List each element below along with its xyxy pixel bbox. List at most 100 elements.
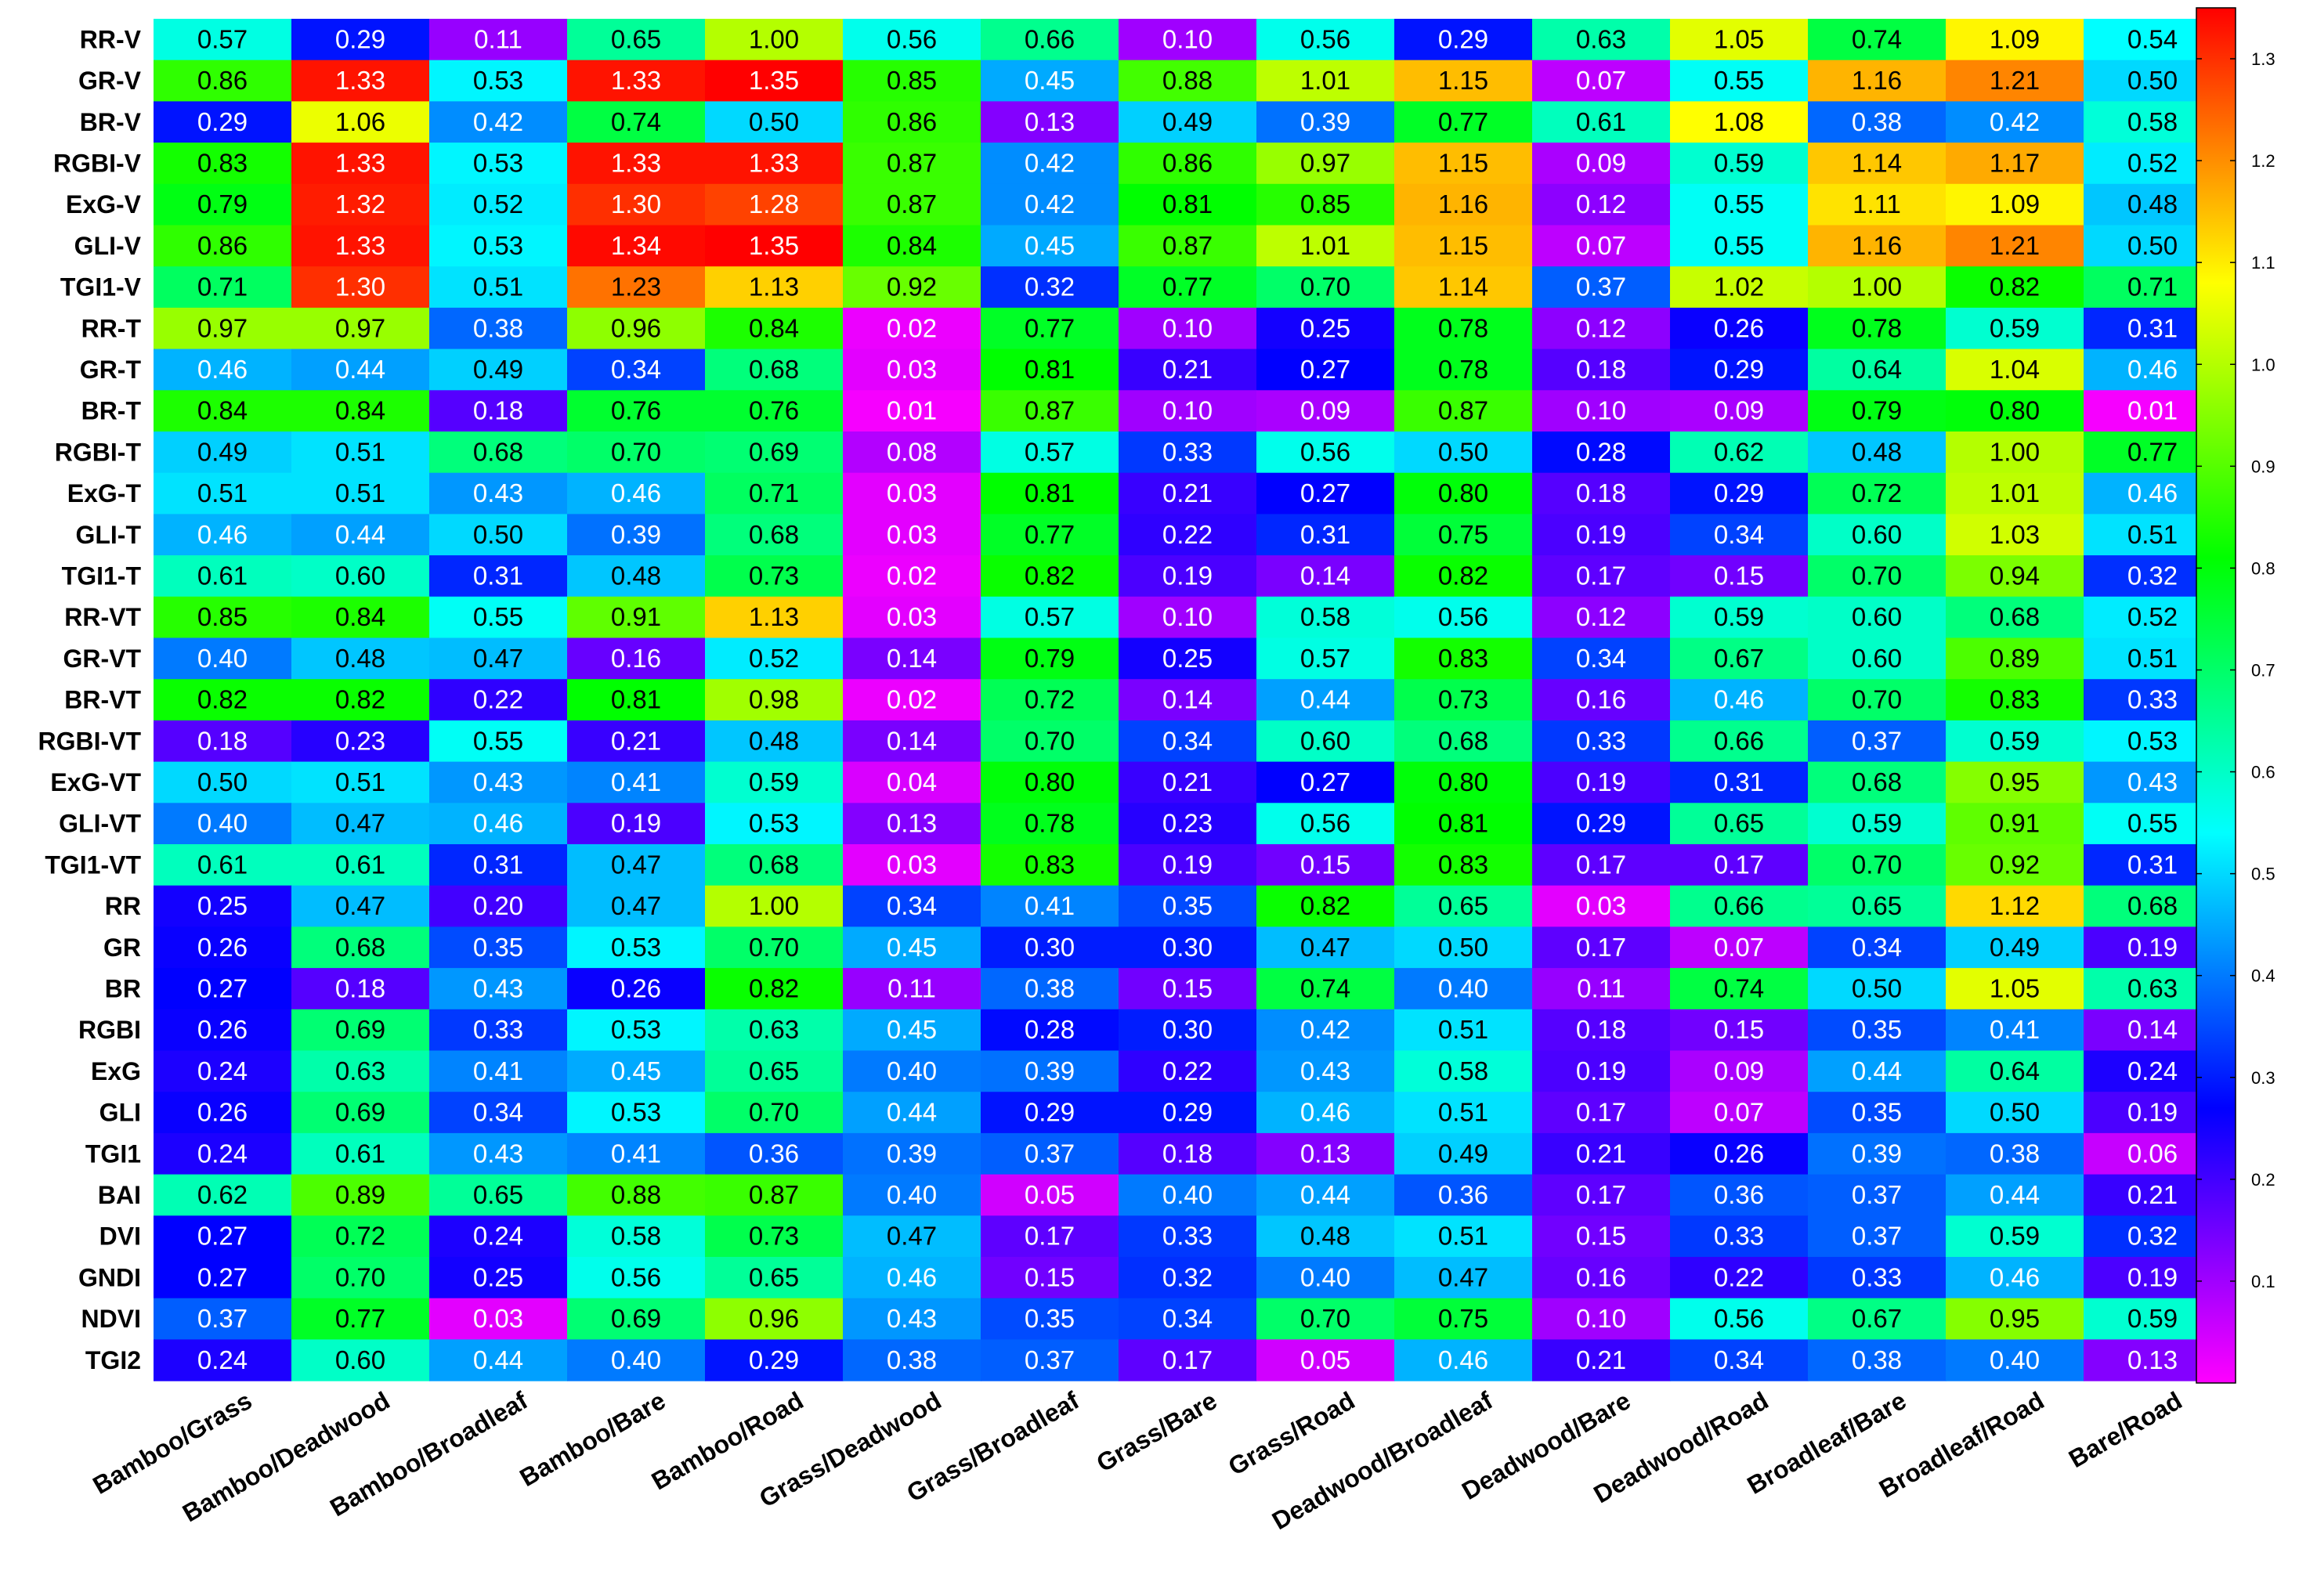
cell-value-label: 1.30	[611, 190, 661, 218]
cell-value-label: 0.17	[1714, 850, 1764, 879]
cell-value-label: 1.33	[335, 231, 385, 260]
cell-value-label: 0.58	[1300, 602, 1350, 631]
heatmap-cell	[1946, 60, 2084, 102]
cell-value-label: 0.28	[1576, 437, 1626, 466]
heatmap-cell	[429, 348, 568, 391]
heatmap-cell	[843, 596, 981, 639]
heatmap-cell	[429, 390, 568, 432]
cell-value-label: 0.03	[887, 850, 937, 879]
heatmap-cell	[429, 1009, 568, 1052]
heatmap-cell	[843, 183, 981, 226]
cell-value-label: 0.46	[197, 520, 248, 549]
heatmap-cell	[1670, 225, 1809, 267]
cell-value-label: 0.27	[197, 1222, 248, 1251]
heatmap-cell	[567, 183, 706, 226]
cell-value-label: 0.20	[473, 891, 523, 920]
heatmap-cell	[1670, 472, 1809, 515]
cell-value-label: 0.26	[197, 1098, 248, 1127]
cell-value-label: 0.85	[1300, 190, 1350, 218]
heatmap-cell	[429, 1215, 568, 1258]
heatmap-cell	[843, 761, 981, 803]
heatmap-cell	[1532, 431, 1671, 474]
heatmap-cell	[1532, 348, 1671, 391]
cell-value-label: 0.19	[1576, 1056, 1626, 1085]
cell-value-label: 0.77	[335, 1304, 385, 1333]
heatmap-cell	[705, 225, 844, 267]
cell-value-label: 0.44	[1852, 1056, 1902, 1085]
cell-value-label: 0.84	[335, 396, 385, 425]
cell-value-label: 0.47	[887, 1222, 937, 1251]
heatmap-cell	[429, 1298, 568, 1340]
cell-value-label: 0.05	[1300, 1345, 1350, 1374]
heatmap-cell	[1394, 1339, 1533, 1381]
heatmap-cell	[291, 720, 430, 763]
cell-value-label: 0.03	[887, 602, 937, 631]
cell-value-label: 0.60	[335, 1345, 385, 1374]
cell-value-label: 0.96	[611, 313, 661, 342]
heatmap-cell	[1394, 266, 1533, 309]
cell-value-label: 1.01	[1300, 66, 1350, 95]
row-label: GR	[103, 933, 141, 962]
row-label: TGI2	[85, 1346, 141, 1374]
heatmap-cell	[1532, 1050, 1671, 1092]
cell-value-label: 0.46	[611, 478, 661, 507]
heatmap-cell	[1946, 1050, 2084, 1092]
heatmap-cell	[843, 1092, 981, 1134]
cell-value-label: 0.18	[1162, 1139, 1213, 1168]
cell-value-label: 0.27	[197, 973, 248, 1002]
cell-value-label: 0.73	[749, 561, 799, 590]
heatmap-cell	[291, 472, 430, 515]
heatmap-cell	[843, 514, 981, 556]
cell-value-label: 0.59	[1990, 726, 2040, 755]
cell-value-label: 0.02	[887, 561, 937, 590]
cell-value-label: 0.53	[611, 1015, 661, 1044]
heatmap-cell	[291, 844, 430, 886]
heatmap-cell	[1394, 1215, 1533, 1258]
heatmap-cell	[1394, 183, 1533, 226]
heatmap-cell	[154, 761, 292, 803]
heatmap-cell	[1256, 101, 1395, 143]
heatmap-cell	[1394, 637, 1533, 680]
heatmap-cell	[1394, 1009, 1533, 1052]
heatmap-cell	[1808, 19, 1947, 61]
heatmap-cell	[1946, 637, 2084, 680]
cell-value-label: 0.12	[1576, 602, 1626, 631]
cell-value-label: 1.00	[749, 24, 799, 53]
heatmap-cell	[154, 1257, 292, 1299]
cell-value-label: 1.15	[1438, 66, 1488, 95]
cell-value-label: 0.60	[1852, 644, 1902, 673]
cell-value-label: 0.51	[473, 273, 523, 302]
heatmap-cell	[981, 266, 1119, 309]
cell-value-label: 0.41	[1990, 1015, 2040, 1044]
cell-value-label: 0.12	[1576, 313, 1626, 342]
cell-value-label: 0.50	[2127, 231, 2178, 260]
cell-value-label: 0.16	[1576, 1262, 1626, 1291]
cell-value-label: 1.00	[1990, 437, 2040, 466]
row-label: RR-V	[80, 25, 142, 53]
cell-value-label: 0.33	[1162, 1222, 1213, 1251]
heatmap-cell	[429, 225, 568, 267]
heatmap-cell	[705, 1215, 844, 1258]
heatmap-cell	[705, 844, 844, 886]
heatmap-cell	[981, 637, 1119, 680]
heatmap-cell	[843, 803, 981, 845]
cell-value-label: 0.41	[611, 767, 661, 796]
heatmap-cell	[1946, 596, 2084, 639]
heatmap-cell	[1946, 266, 2084, 309]
cell-value-label: 0.40	[1438, 973, 1488, 1002]
cell-value-label: 0.68	[473, 437, 523, 466]
heatmap-cell	[1946, 348, 2084, 391]
colorbar-tick-label: 1.1	[2251, 253, 2276, 273]
heatmap-cell	[981, 844, 1119, 886]
cell-value-label: 0.19	[1576, 767, 1626, 796]
heatmap-cell	[1532, 225, 1671, 267]
cell-value-label: 0.41	[611, 1139, 661, 1168]
heatmap-cell	[981, 926, 1119, 969]
heatmap-cell	[1670, 307, 1809, 350]
row-label: ExG-T	[67, 479, 142, 507]
heatmap-cell	[1808, 472, 1947, 515]
heatmap-cell	[1394, 101, 1533, 143]
heatmap-cell	[429, 637, 568, 680]
heatmap-cell	[1394, 844, 1533, 886]
cell-value-label: 0.75	[1438, 1304, 1488, 1333]
